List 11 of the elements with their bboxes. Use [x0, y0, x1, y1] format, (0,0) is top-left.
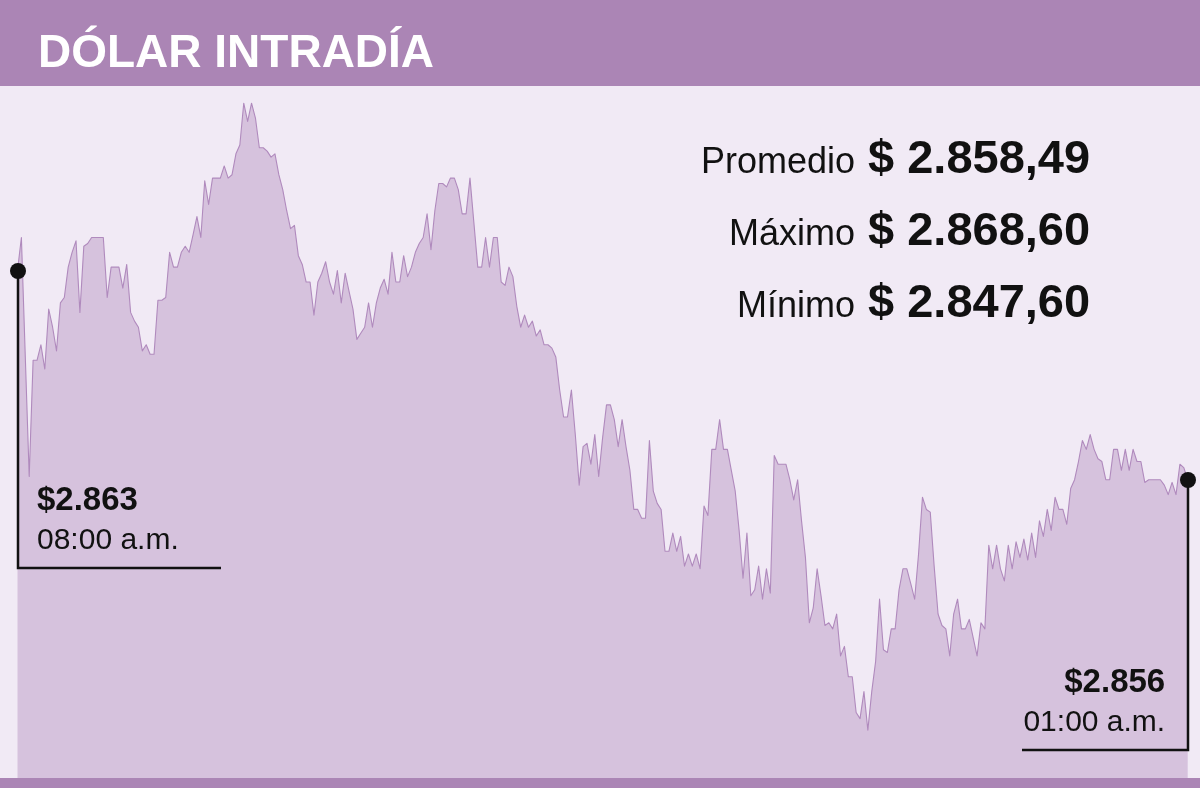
- annotation: Promedio: [700, 139, 855, 181]
- annotation: Máximo: [728, 211, 855, 253]
- annotation: $ 2.858,49: [868, 130, 1091, 184]
- annotation: $ 2.847,60: [868, 274, 1091, 328]
- annotation: 08:00 a.m.: [37, 521, 179, 555]
- annotation: $2.856: [1064, 661, 1166, 699]
- annotation: $2.863: [37, 479, 138, 517]
- annotation: 01:00 a.m.: [1023, 703, 1166, 737]
- annotation: Mínimo: [736, 283, 855, 325]
- annotation: $ 2.868,60: [868, 202, 1091, 256]
- chart-title: DÓLAR INTRADÍA: [38, 25, 435, 77]
